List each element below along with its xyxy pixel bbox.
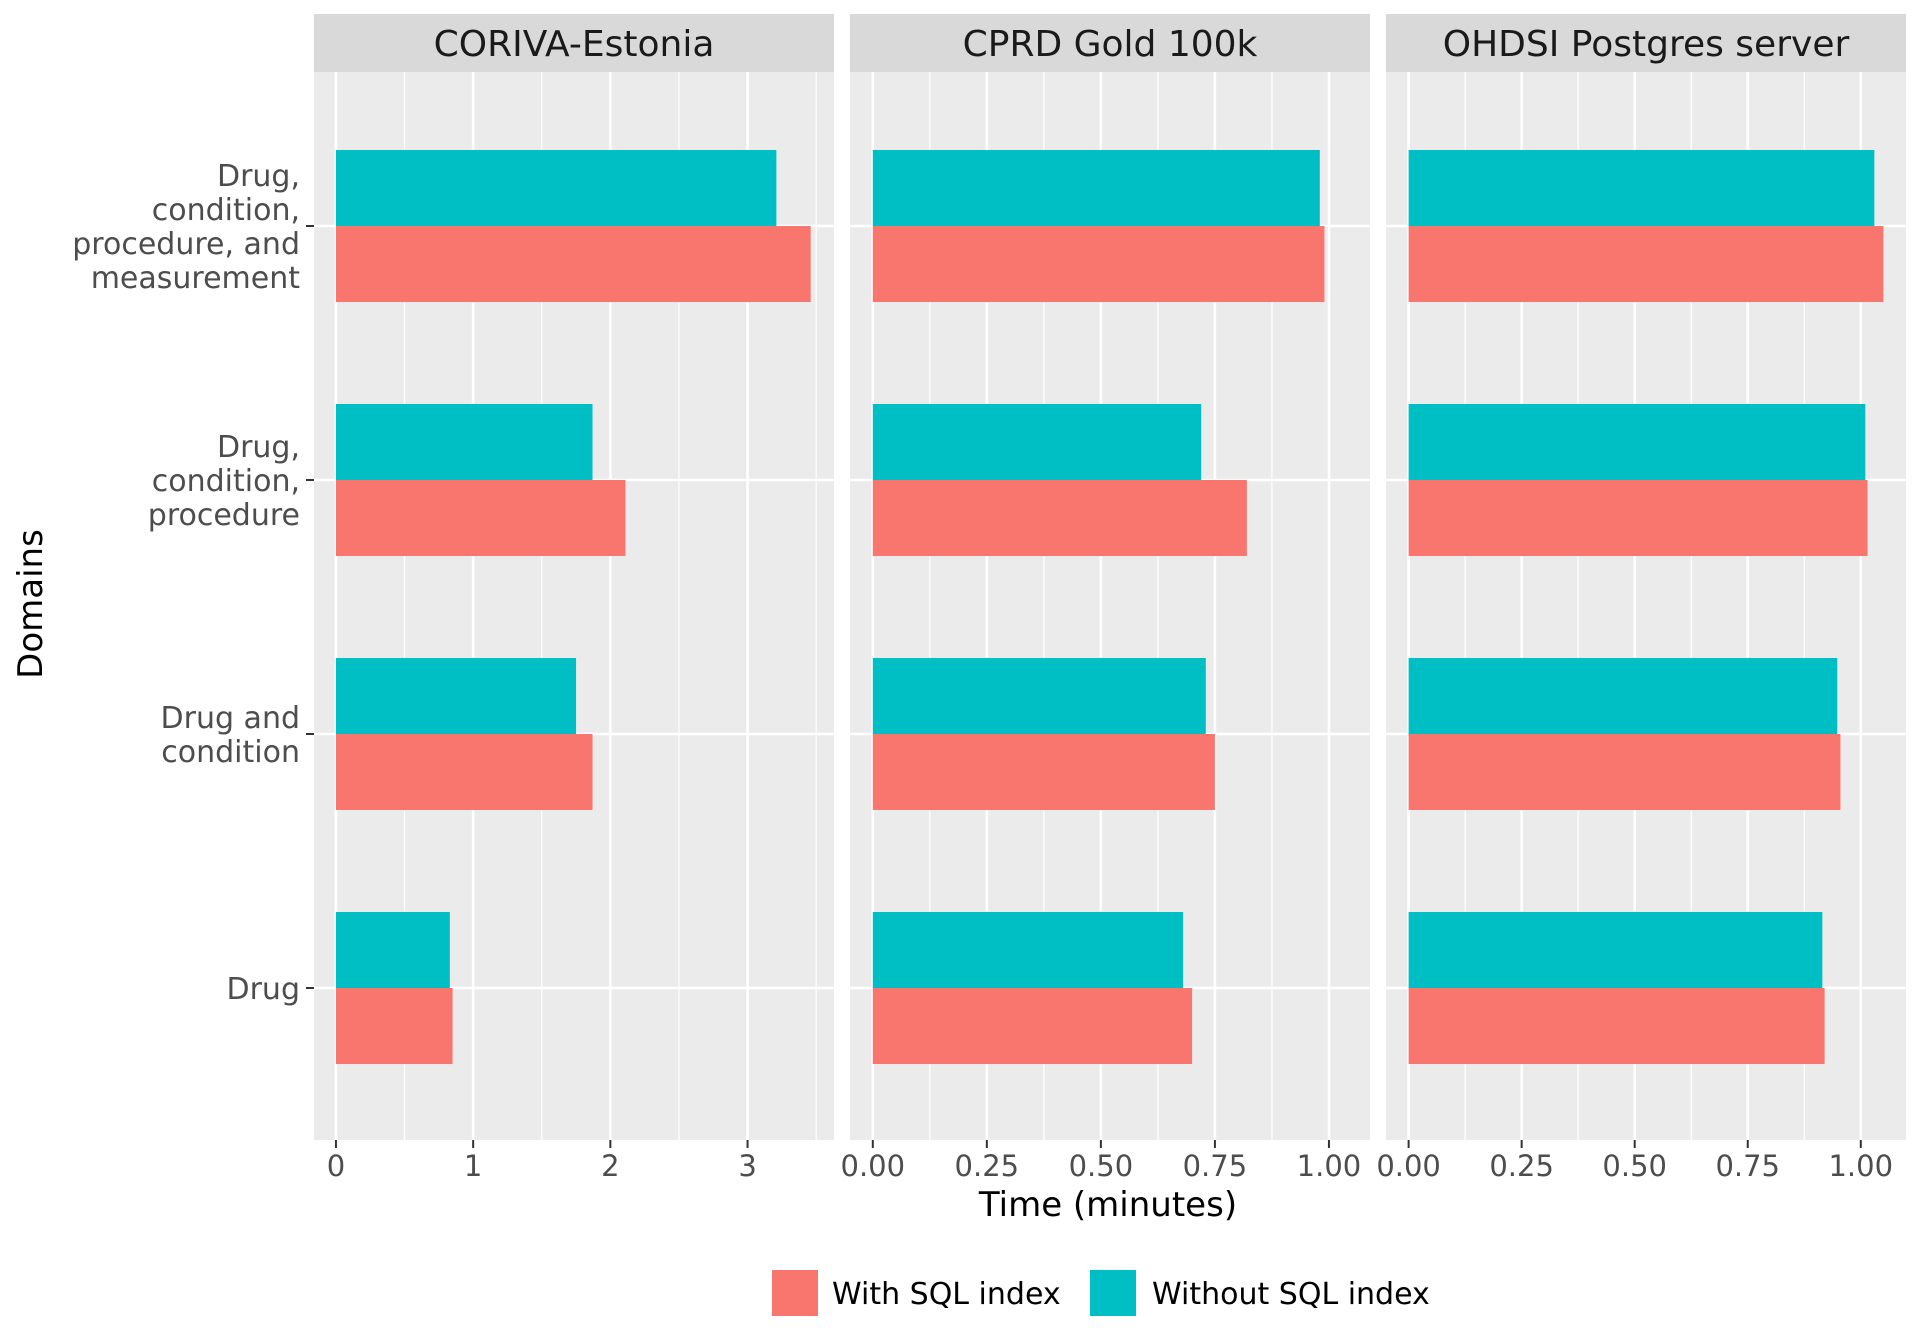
- bar-without-sql-index: [335, 658, 577, 734]
- x-tick-label: 1: [464, 1149, 482, 1183]
- bar-without-sql-index: [1408, 658, 1838, 734]
- bar-without-sql-index: [872, 658, 1206, 734]
- facet-title: CPRD Gold 100k: [963, 24, 1258, 65]
- bar-with-sql-index: [872, 988, 1193, 1064]
- y-category-label-line: condition,: [152, 464, 300, 499]
- y-category-label-line: Drug,: [217, 159, 300, 194]
- x-tick-label: 0.00: [1376, 1149, 1441, 1183]
- y-category-label: Drug, condition, procedure, and measurement: [72, 159, 300, 296]
- y-category-label-line: Drug: [227, 972, 301, 1007]
- y-category-label: Drug and condition: [161, 701, 300, 770]
- x-tick-label: 1.00: [1297, 1149, 1362, 1183]
- bar-with-sql-index: [1408, 480, 1868, 556]
- facet-strip: [314, 14, 834, 72]
- bar-with-sql-index: [335, 734, 593, 810]
- y-category-label-line: Drug and: [161, 701, 300, 736]
- bar-with-sql-index: [1408, 988, 1825, 1064]
- y-category-label: Drug, condition, procedure: [148, 430, 300, 533]
- legend-key-1: [772, 1270, 818, 1316]
- bar-without-sql-index: [335, 912, 450, 988]
- facet-title: OHDSI Postgres server: [1443, 24, 1850, 65]
- x-tick-label: 1.00: [1828, 1149, 1893, 1183]
- facet-panels: CORIVA-Estonia 0 1 2 3 CPRD Gold 100k 0.00 0.25…: [314, 14, 1906, 1183]
- x-tick-label: 3: [738, 1149, 756, 1183]
- x-tick-label: 0.25: [1489, 1149, 1554, 1183]
- bar-without-sql-index: [872, 150, 1320, 226]
- bar-with-sql-index: [872, 480, 1247, 556]
- x-axis-title: Time (minutes): [978, 1185, 1237, 1225]
- legend-label-1: With SQL index: [832, 1277, 1061, 1312]
- y-category-label-line: measurement: [91, 261, 301, 296]
- bar-with-sql-index: [335, 480, 626, 556]
- y-category-label-line: Drug,: [217, 430, 300, 465]
- y-category-label: Drug: [227, 972, 301, 1007]
- x-tick-label: 0.25: [955, 1149, 1020, 1183]
- facet-panel-2: CPRD Gold 100k 0.00 0.25 0.50 0.75 1.00: [841, 14, 1370, 1183]
- y-category-label-line: procedure, and: [72, 227, 300, 262]
- x-tick-label: 0.00: [841, 1149, 906, 1183]
- bar-with-sql-index: [1408, 734, 1841, 810]
- bar-with-sql-index: [1408, 226, 1884, 302]
- bar-with-sql-index: [335, 988, 453, 1064]
- bar-with-sql-index: [872, 734, 1215, 810]
- legend: With SQL index Without SQL index: [772, 1270, 1430, 1316]
- bar-with-sql-index: [872, 226, 1325, 302]
- legend-label-2: Without SQL index: [1152, 1277, 1430, 1312]
- y-axis-title: Domains: [11, 529, 51, 679]
- facet-strip: [1386, 14, 1906, 72]
- x-tick-label: 0.50: [1069, 1149, 1134, 1183]
- facet-strip: [850, 14, 1370, 72]
- bar-without-sql-index: [872, 404, 1202, 480]
- bar-without-sql-index: [335, 404, 593, 480]
- facet-panel-3: OHDSI Postgres server 0.00 0.25 0.50 0.75 1.0…: [1376, 14, 1906, 1183]
- bar-without-sql-index: [1408, 404, 1866, 480]
- y-category-label-line: procedure: [148, 498, 300, 533]
- x-tick-label: 0.50: [1602, 1149, 1667, 1183]
- facet-panel-1: CORIVA-Estonia 0 1 2 3: [314, 14, 834, 1183]
- y-category-label-line: condition,: [152, 193, 300, 228]
- bar-without-sql-index: [1408, 912, 1823, 988]
- legend-key-2: [1090, 1270, 1136, 1316]
- bar-without-sql-index: [1408, 150, 1875, 226]
- facet-title: CORIVA-Estonia: [434, 24, 715, 65]
- x-tick-label: 0.75: [1715, 1149, 1780, 1183]
- x-tick-label: 0.75: [1183, 1149, 1248, 1183]
- bar-without-sql-index: [872, 912, 1183, 988]
- y-category-label-line: condition: [161, 735, 300, 770]
- x-tick-label: 0: [327, 1149, 345, 1183]
- x-tick-label: 2: [601, 1149, 619, 1183]
- bar-without-sql-index: [335, 150, 777, 226]
- bar-with-sql-index: [335, 226, 811, 302]
